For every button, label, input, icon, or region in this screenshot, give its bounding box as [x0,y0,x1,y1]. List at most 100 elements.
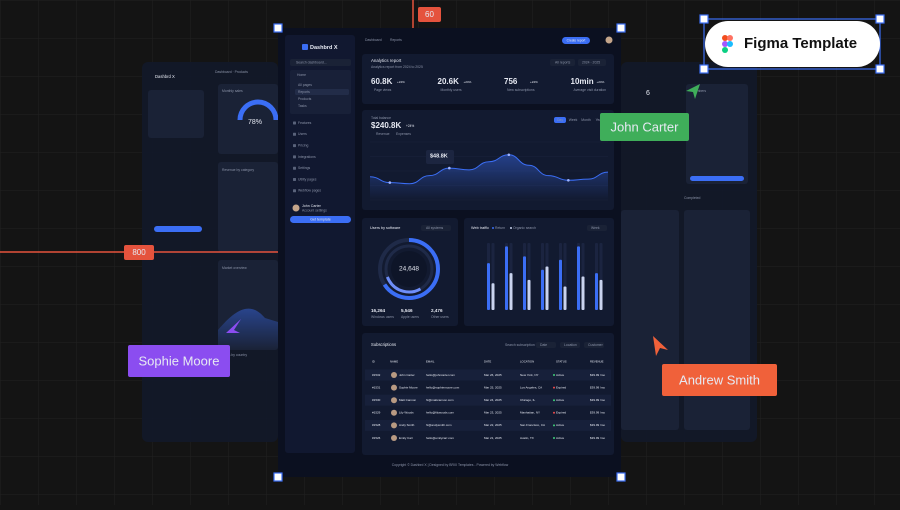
bar [599,279,603,310]
nav-item[interactable]: Features [298,121,312,125]
user-sub: Account settings [302,208,327,212]
button-text: Create report [567,38,586,42]
stat-change: +24% [597,80,605,84]
cell: hello@emilycarr.com [426,436,454,440]
bar [527,279,531,310]
bar [563,286,567,310]
cursor-label: John Carter [611,119,680,134]
cell: Sophie Moore [399,385,418,389]
legend-dot [510,227,512,229]
avatar [391,422,397,429]
chip[interactable] [584,342,604,348]
cell: Active [556,373,565,377]
crumb: Dashboard · Products [215,70,248,74]
legend-value: 2,476 [431,308,443,313]
tab[interactable]: Month [581,118,591,122]
sub-nav-item[interactable]: Reports [298,90,310,94]
stat-change: +24% [397,80,405,84]
cell: Mar 25, 2025 [484,385,502,389]
cell: Mar 24, 2025 [484,398,502,402]
nav-icon [293,166,296,170]
card-title: Analytics report [371,58,402,63]
legend-dot [492,227,494,229]
nav-icon [293,121,296,125]
point [388,181,392,184]
nav-item[interactable]: Integrations [298,155,316,159]
nav-item[interactable]: Utility pages [298,177,317,181]
cell: $39.99 /mo [590,398,605,402]
brand: Dashbrd X [310,45,338,51]
chip[interactable] [536,342,556,348]
chip-text: Location [564,343,577,347]
guide-label: 60 [425,10,434,19]
crumb: Dashboard [365,38,382,42]
cell: Manhattan, NY [520,411,540,415]
search[interactable] [290,59,351,66]
legend-value: 5,546 [401,308,413,313]
bar [577,246,580,310]
avatar [391,397,397,404]
nav-item[interactable]: Home [297,73,306,77]
nav-item[interactable]: Pricing [298,143,308,147]
tab-active [554,117,566,123]
filter[interactable]: Week [591,226,600,230]
filter[interactable]: All reports [555,60,571,64]
sub-nav-item[interactable]: Tasks [298,104,307,108]
filter[interactable]: All systems [426,226,443,230]
bar [541,269,544,310]
cell: Mar 22, 2025 [484,423,502,427]
legend: Organic search [513,226,536,230]
tab[interactable]: Day [557,118,563,122]
status-dot [553,386,555,389]
row-bg [365,419,611,431]
user-name: John Carter [302,204,322,208]
cell: hi@mattcannon.com [426,398,454,402]
nav-item[interactable]: Users [298,132,307,136]
chip[interactable] [560,342,580,348]
status-dot [553,424,555,427]
stat-change: +24% [464,80,472,84]
cell: Lily Woods [399,411,414,415]
card-title: Users by software [370,226,400,230]
cell: hello@sophiemoore.com [426,385,460,389]
nav-item[interactable]: Settings [298,166,311,170]
stat-value: 756 [504,77,518,86]
sub-nav-item[interactable]: All pages [298,83,312,87]
traffic-card [464,218,614,326]
label: Members [692,89,706,93]
cta[interactable] [290,216,351,223]
tooltip: $48.8K [430,153,448,159]
badge-text: Figma Template [744,35,857,52]
avatar [391,435,397,441]
cell: San Francisco, CA [520,423,545,427]
bar [509,273,513,310]
footer: Copyright © Dashbrd X | Designed by BRIX… [392,463,509,467]
cell: hello@johncarter.com [426,373,456,377]
row-bg [365,394,611,406]
nav-item[interactable]: Webflow pages [298,189,321,193]
status-dot [553,437,555,439]
cell: Active [556,423,565,427]
tab[interactable]: Year [596,118,604,122]
point [507,153,511,157]
point [448,166,451,170]
cursor-label: Sophie Moore [139,353,220,368]
bar [559,259,562,310]
cell: Mar 21, 2025 [484,436,502,440]
bar [595,273,598,310]
create-button[interactable] [562,37,590,44]
filter[interactable]: 2024 - 2025 [582,60,600,64]
cell: Mar 26, 2025 [484,373,502,377]
cta-text: Get template [310,217,331,221]
cursor-orange: Andrew Smith [653,336,777,396]
nav-icon [293,155,296,159]
cell: Mar 23, 2025 [484,411,502,415]
tooltip-bg [426,150,454,164]
legend-label: Other users [431,315,449,319]
tab[interactable]: Week [569,118,578,122]
cell: Expired [556,385,567,389]
status-dot [553,374,555,376]
bar [491,283,495,310]
sub-nav-item[interactable]: Products [298,97,312,101]
label: Market overview [222,266,247,270]
